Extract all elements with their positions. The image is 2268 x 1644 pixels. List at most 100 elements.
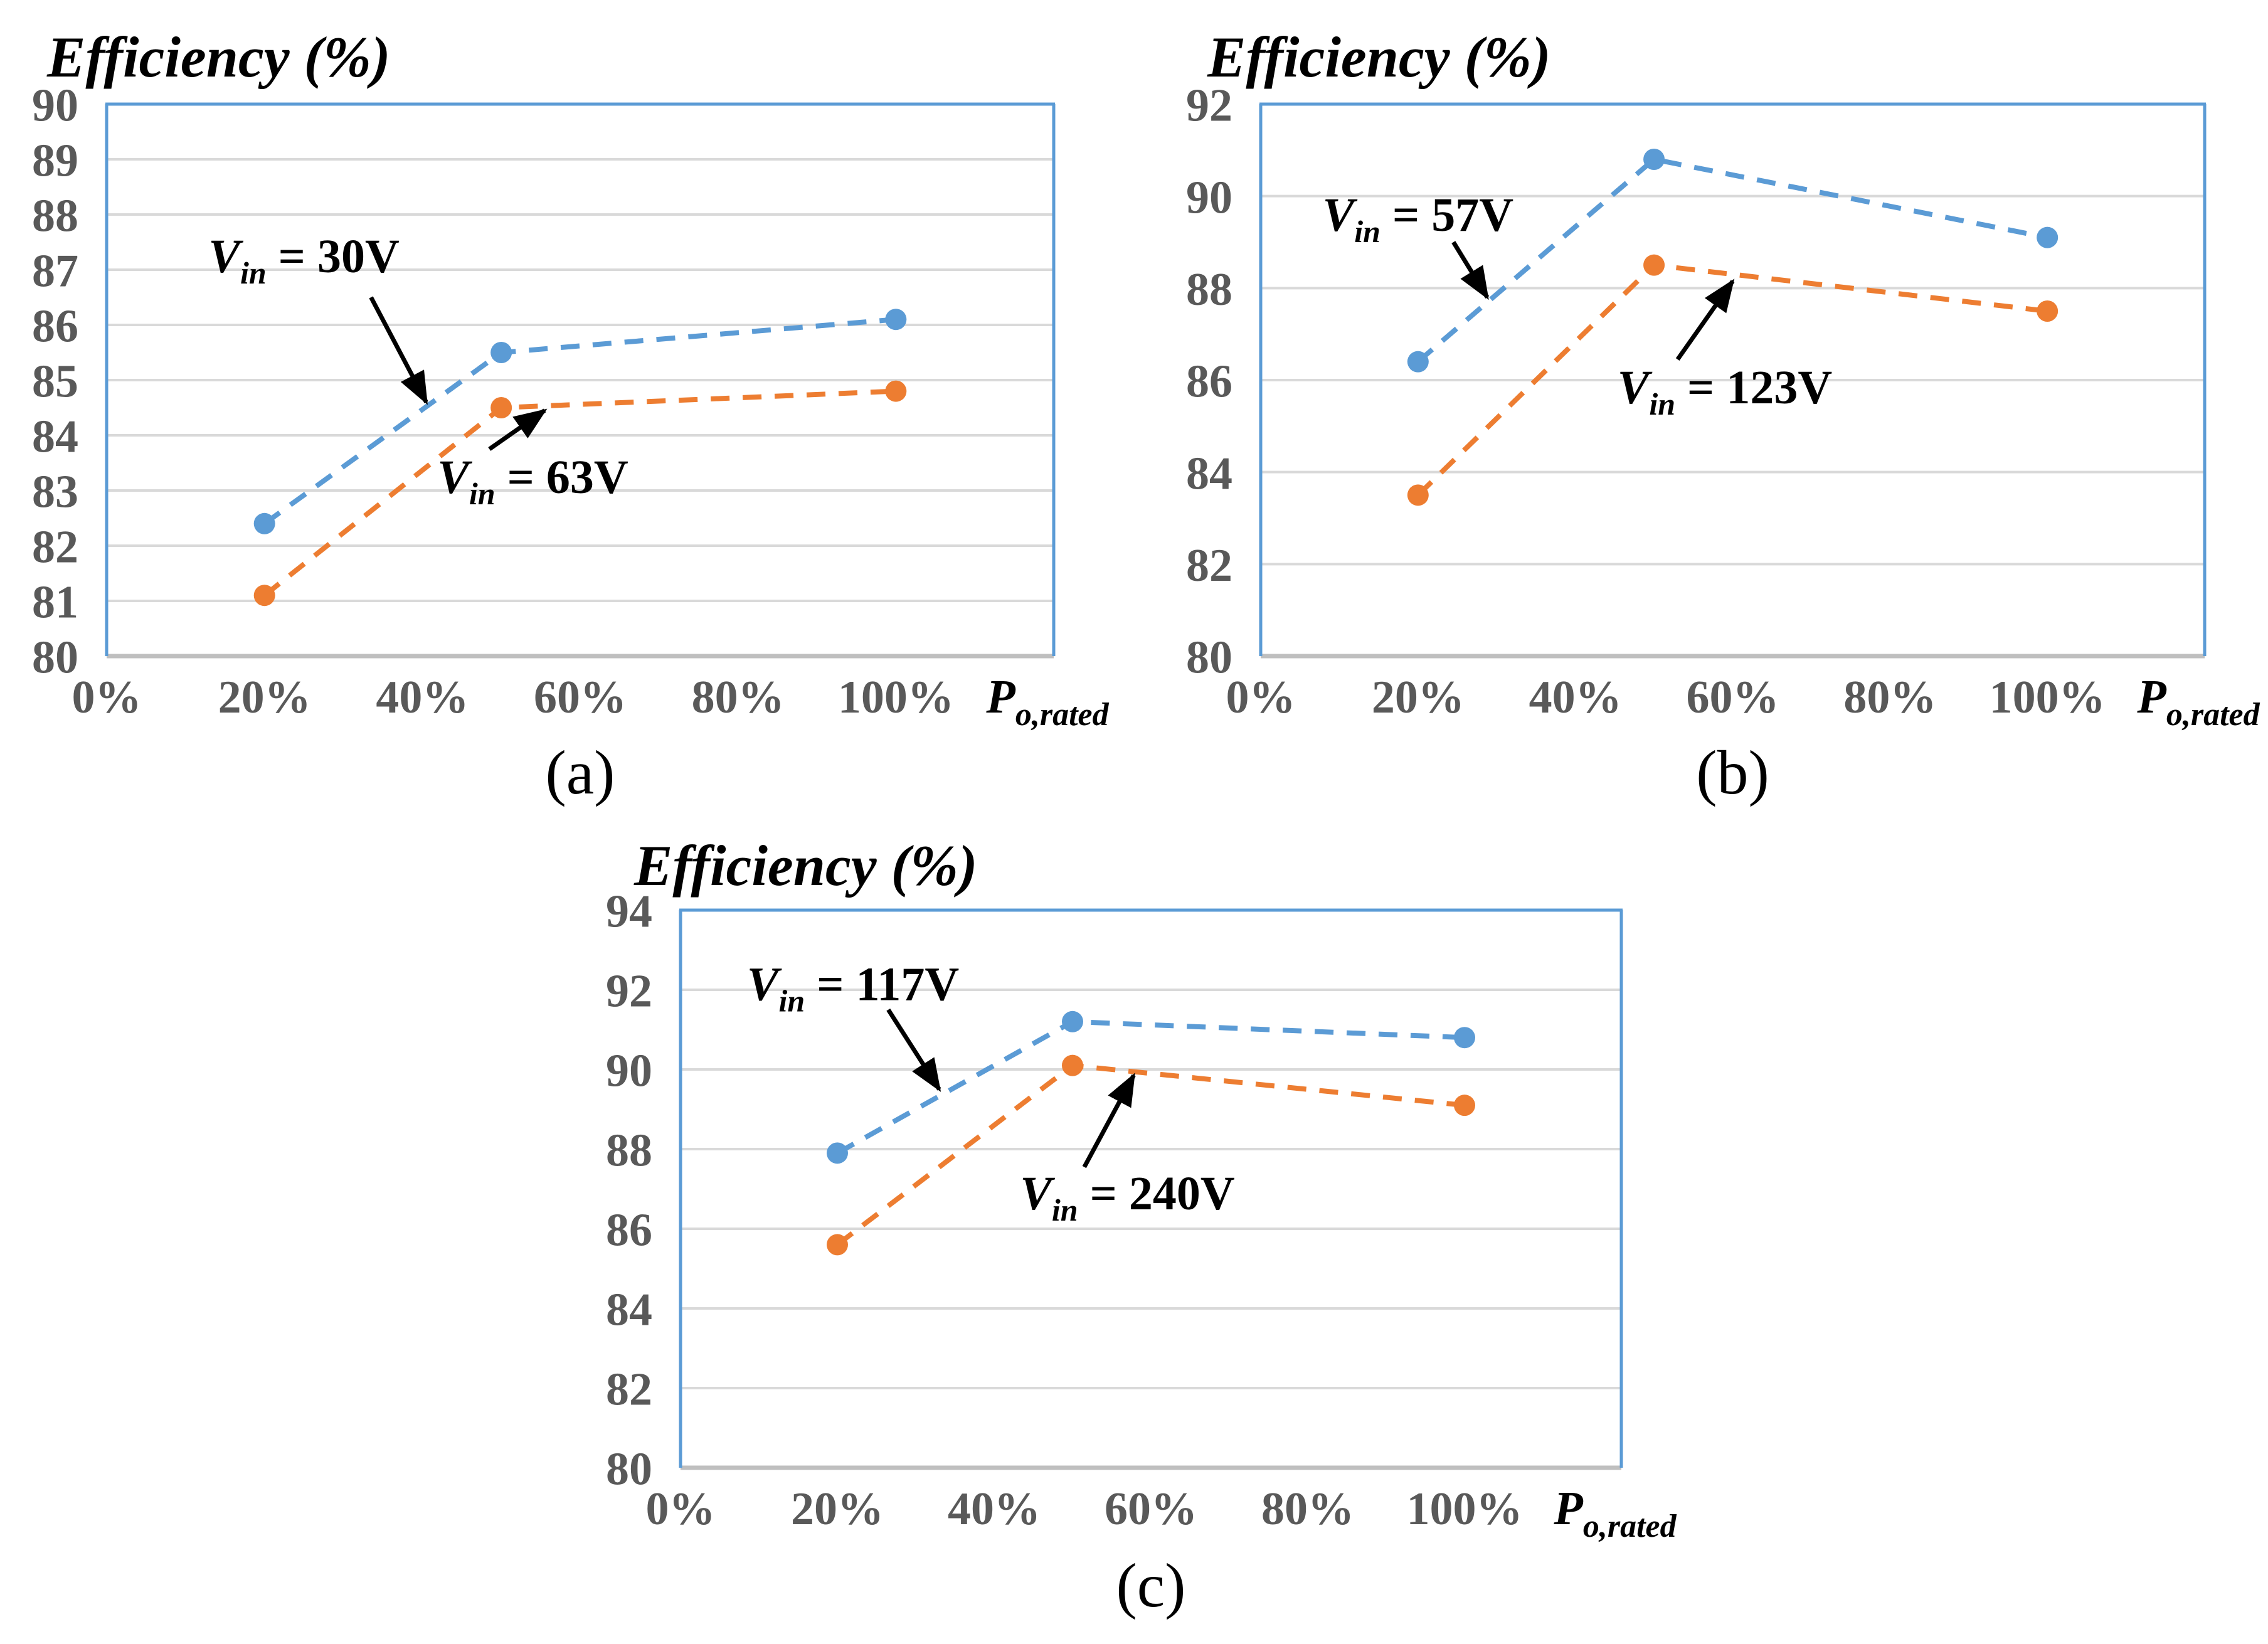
chart-title: Efficiency (%) — [46, 25, 391, 89]
x-tick-label: 80% — [1261, 1483, 1354, 1535]
series-orange — [827, 1054, 1475, 1256]
x-tick-label: 100% — [1990, 672, 2106, 723]
series-blue — [253, 309, 907, 534]
y-axis-labels: 80 82 84 86 88 90 92 — [1186, 80, 1232, 684]
y-tick-label: 86 — [606, 1205, 652, 1256]
x-tick-label: 20% — [791, 1483, 884, 1535]
data-point-marker — [1643, 149, 1665, 170]
y-tick-label: 84 — [32, 411, 78, 463]
x-axis-title: Po,rated — [2136, 671, 2260, 733]
series-annotation: Vin = 123V — [1618, 278, 1833, 422]
chart-c-group: Efficiency (%) 80 82 84 86 88 90 92 94 0% 20% 40% 60… — [606, 834, 1677, 1620]
x-tick-label: 60% — [1105, 1483, 1197, 1535]
y-tick-label: 80 — [1186, 632, 1232, 684]
plot-border — [679, 908, 1623, 1468]
annotation-text: Vin = 123V — [1618, 361, 1833, 422]
series-annotation: Vin = 30V — [208, 230, 428, 405]
series-annotation: Vin = 240V — [1020, 1073, 1235, 1228]
chart-title: Efficiency (%) — [633, 834, 978, 898]
data-point-marker — [490, 342, 512, 363]
x-tick-label: 40% — [948, 1483, 1041, 1535]
series-annotation: Vin = 57V — [1323, 189, 1514, 300]
series-orange — [253, 380, 907, 607]
x-axis-title: Po,rated — [985, 671, 1109, 733]
data-point-marker — [490, 397, 512, 418]
data-point-marker — [1643, 254, 1665, 276]
annotation-arrow — [488, 408, 548, 451]
annotation-arrow — [1451, 241, 1490, 300]
chart-caption: (a) — [546, 738, 615, 807]
annotation-arrow — [886, 1008, 941, 1092]
x-tick-label: 20% — [218, 672, 311, 723]
data-point-marker — [1407, 484, 1429, 506]
x-tick-label: 20% — [1372, 672, 1465, 723]
data-point-marker — [1407, 351, 1429, 373]
data-point-marker — [253, 585, 275, 607]
chart-b-group: Efficiency (%) 80 82 84 86 88 90 92 0% 20% 40% 60% 8… — [1186, 25, 2260, 807]
y-tick-label: 92 — [606, 966, 652, 1017]
data-point-marker — [885, 380, 907, 402]
x-tick-label: 0% — [646, 1483, 716, 1535]
chart-title: Efficiency (%) — [1207, 25, 1551, 89]
annotation-text: Vin = 117V — [747, 958, 960, 1018]
x-axis-labels: 0% 20% 40% 60% 80% 100% — [646, 1483, 1523, 1535]
y-tick-label: 83 — [32, 467, 78, 518]
data-point-marker — [2037, 226, 2059, 248]
series-orange — [1407, 254, 2059, 506]
y-tick-label: 88 — [32, 191, 78, 242]
y-tick-label: 92 — [1186, 80, 1232, 132]
x-tick-label: 80% — [692, 672, 785, 723]
y-tick-label: 90 — [1186, 172, 1232, 223]
x-tick-label: 60% — [1687, 672, 1779, 723]
annotation-text: Vin = 57V — [1323, 189, 1514, 249]
data-point-marker — [827, 1234, 848, 1256]
y-tick-label: 82 — [606, 1364, 652, 1416]
y-tick-label: 85 — [32, 356, 78, 408]
chart-c: Efficiency (%) 80 82 84 86 88 90 92 94 0% 20% 40% 60… — [606, 834, 1677, 1620]
y-tick-label: 80 — [32, 632, 78, 684]
y-tick-label: 90 — [606, 1046, 652, 1097]
annotation-arrow — [369, 296, 428, 405]
annotation-text: Vin = 63V — [437, 451, 628, 511]
data-point-marker — [885, 309, 907, 331]
y-tick-label: 88 — [606, 1125, 652, 1177]
x-tick-label: 0% — [72, 672, 142, 723]
series-line — [1416, 156, 2048, 364]
x-tick-label: 40% — [1529, 672, 1622, 723]
annotation-text: Vin = 240V — [1020, 1167, 1235, 1228]
x-tick-label: 0% — [1226, 672, 1296, 723]
y-tick-label: 82 — [1186, 540, 1232, 591]
y-tick-label: 82 — [32, 522, 78, 573]
x-axis-labels: 0% 20% 40% 60% 80% 100% — [72, 672, 954, 723]
data-point-marker — [1454, 1027, 1475, 1049]
y-tick-label: 89 — [32, 135, 78, 187]
y-tick-label: 84 — [606, 1285, 652, 1336]
series-annotation: Vin = 117V — [747, 958, 960, 1092]
annotation-arrow — [1082, 1073, 1136, 1169]
data-point-marker — [827, 1142, 848, 1164]
y-axis-labels: 80 82 84 86 88 90 92 94 — [606, 886, 652, 1495]
annotation-text: Vin = 30V — [208, 230, 400, 290]
y-tick-label: 87 — [32, 246, 78, 297]
y-tick-label: 80 — [606, 1444, 652, 1495]
data-point-marker — [1062, 1054, 1083, 1076]
plot-border — [105, 102, 1056, 656]
chart-b: Efficiency (%) 80 82 84 86 88 90 92 0% 20% 40% 60% 8… — [1186, 25, 2260, 807]
data-point-marker — [1062, 1010, 1083, 1032]
y-tick-label: 81 — [32, 577, 78, 628]
chart-caption: (b) — [1696, 738, 1769, 807]
x-axis-title: Po,rated — [1553, 1482, 1677, 1544]
x-tick-label: 40% — [376, 672, 469, 723]
data-point-marker — [1454, 1095, 1475, 1116]
data-point-marker — [2037, 300, 2059, 322]
annotation-arrow — [1675, 278, 1735, 361]
x-tick-label: 80% — [1843, 672, 1936, 723]
y-tick-label: 86 — [1186, 356, 1232, 408]
x-tick-label: 100% — [838, 672, 954, 723]
gridlines — [107, 103, 1054, 659]
y-tick-label: 88 — [1186, 264, 1232, 316]
data-point-marker — [253, 512, 275, 534]
